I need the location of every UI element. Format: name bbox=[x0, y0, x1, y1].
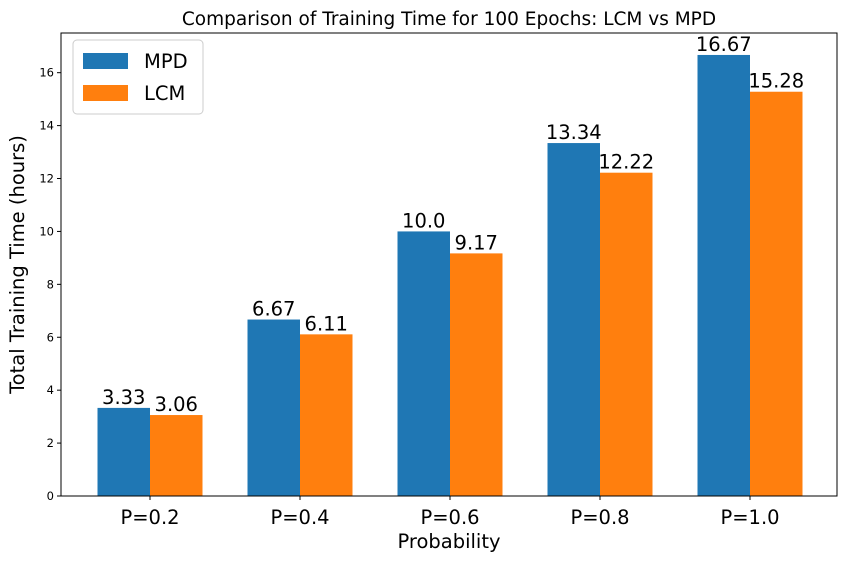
bar-lcm-4 bbox=[600, 172, 653, 496]
data-label-lcm-4: 12.22 bbox=[598, 151, 654, 174]
x-tick-label-5: P=1.0 bbox=[720, 506, 779, 529]
y-tick-label-8: 8 bbox=[47, 277, 54, 291]
data-label-mpd-4: 13.34 bbox=[546, 121, 602, 144]
legend: MPD LCM bbox=[72, 39, 204, 115]
data-label-mpd-1: 3.33 bbox=[102, 386, 145, 409]
bar-mpd-4 bbox=[547, 143, 600, 497]
x-tick-label-2: P=0.4 bbox=[270, 506, 329, 529]
data-label-mpd-3: 10.0 bbox=[402, 209, 445, 232]
data-label-lcm-3: 9.17 bbox=[455, 231, 498, 254]
data-labels: 3.33 6.67 10.0 13.34 16.67 3.06 6.11 9.17 12.22 1… bbox=[102, 33, 804, 416]
y-tick-label-14: 14 bbox=[39, 119, 54, 133]
x-axis-label: Probability bbox=[397, 530, 500, 553]
legend-swatch-mpd bbox=[83, 53, 128, 69]
bar-lcm-3 bbox=[450, 253, 503, 496]
bar-lcm-1 bbox=[150, 415, 203, 496]
x-tick-label-4: P=0.8 bbox=[570, 506, 629, 529]
y-axis-ticks: 0 2 4 6 8 10 12 14 16 bbox=[39, 66, 61, 503]
bar-mpd-3 bbox=[397, 231, 450, 496]
bar-lcm-2 bbox=[300, 334, 353, 496]
x-tick-label-1: P=0.2 bbox=[120, 506, 179, 529]
y-tick-label-4: 4 bbox=[47, 383, 54, 397]
x-axis-ticks: P=0.2 P=0.4 P=0.6 P=0.8 P=1.0 bbox=[120, 496, 780, 529]
data-label-lcm-1: 3.06 bbox=[155, 393, 198, 416]
data-label-mpd-2: 6.67 bbox=[252, 298, 295, 321]
legend-swatch-lcm bbox=[83, 85, 128, 101]
legend-label-mpd: MPD bbox=[144, 50, 188, 73]
legend-label-lcm: LCM bbox=[144, 82, 185, 105]
y-tick-label-12: 12 bbox=[39, 172, 54, 186]
y-tick-label-16: 16 bbox=[39, 66, 54, 80]
data-label-lcm-5: 15.28 bbox=[748, 70, 804, 93]
bar-lcm-5 bbox=[750, 91, 803, 496]
y-axis-label: Total Training Time (hours) bbox=[6, 135, 29, 395]
y-tick-label-6: 6 bbox=[47, 330, 54, 344]
data-label-mpd-5: 16.67 bbox=[696, 33, 752, 56]
plot-frame bbox=[60, 32, 838, 497]
bar-mpd-1 bbox=[97, 407, 150, 496]
y-tick-label-0: 0 bbox=[47, 489, 54, 503]
data-label-lcm-2: 6.11 bbox=[305, 312, 348, 335]
y-tick-label-10: 10 bbox=[39, 224, 54, 238]
x-tick-label-3: P=0.6 bbox=[420, 506, 479, 529]
y-tick-label-2: 2 bbox=[47, 436, 54, 450]
chart-title: Comparison of Training Time for 100 Epoc… bbox=[182, 9, 716, 30]
bar-mpd-5 bbox=[697, 54, 750, 497]
bars-layer bbox=[97, 54, 803, 497]
bar-mpd-2 bbox=[247, 319, 300, 496]
